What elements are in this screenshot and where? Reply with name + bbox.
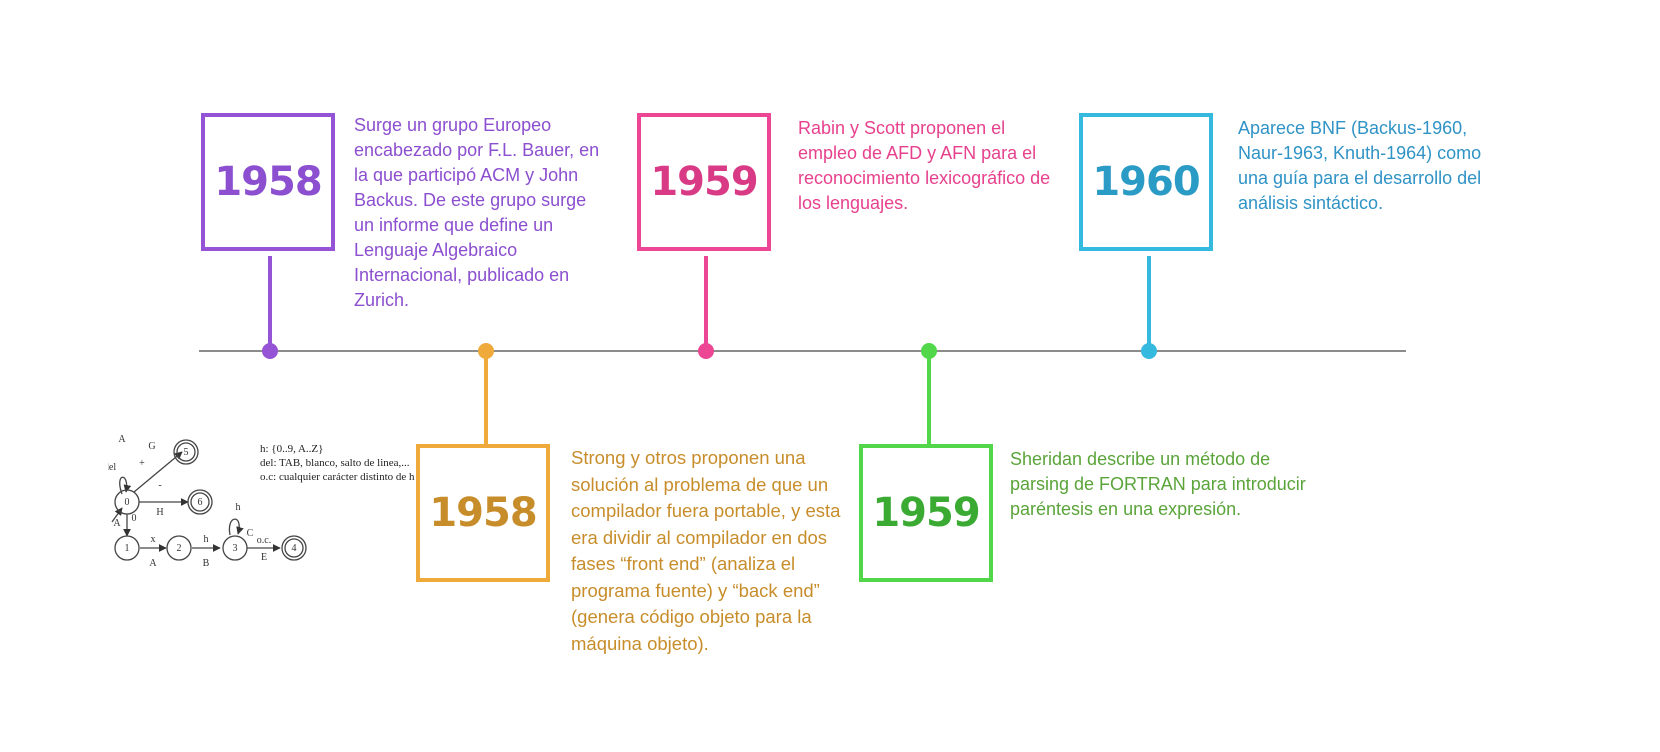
timeline-stem-1958-a	[268, 256, 272, 348]
state-label: 4	[292, 543, 297, 554]
edge-label: H	[156, 507, 163, 518]
state-label: 1	[125, 543, 130, 554]
state-0	[114, 489, 140, 515]
state-2	[166, 535, 192, 561]
edge-label: o.c.	[257, 535, 271, 546]
edge-label: A	[113, 518, 121, 529]
edge-label: A	[118, 434, 126, 445]
state-1	[114, 535, 140, 561]
event-description-1959-a: Rabin y Scott proponen el empleo de AFD …	[798, 118, 1051, 213]
state-label: 3	[233, 543, 238, 554]
timeline-stem-1959-a	[704, 256, 708, 348]
year-label: 1959	[872, 490, 980, 536]
year-label: 1958	[429, 490, 537, 536]
automaton-legend: h: {0..9, A..Z} del: TAB, blanco, salto …	[260, 442, 415, 484]
edge-label: A	[149, 558, 157, 569]
automaton-diagram: 0 5 6 1 2 3 4 A del G + - H 0 A x A h B …	[108, 434, 307, 569]
state-6	[187, 489, 213, 515]
edge-loop-3	[228, 518, 244, 536]
edge-label: del	[108, 462, 116, 473]
edge-label: +	[139, 458, 145, 469]
edge-loop-0	[119, 476, 132, 495]
year-box-1958-b: 1958	[416, 444, 550, 582]
year-label: 1958	[214, 159, 322, 205]
edge-label: h	[236, 502, 241, 513]
state-3	[222, 535, 248, 561]
year-box-1959-a: 1959	[637, 113, 771, 251]
event-description-1960: Aparece BNF (Backus-1960, Naur-1963, Knu…	[1238, 118, 1482, 213]
state-4	[281, 535, 307, 561]
edge-label: E	[261, 552, 267, 563]
timeline-dot-1960	[1141, 343, 1157, 359]
timeline-stem-1958-b	[484, 351, 488, 446]
event-description-1958-b: Strong y otros proponen una solución al …	[571, 447, 841, 654]
edge-label: G	[148, 441, 155, 452]
year-box-1958-a: 1958	[201, 113, 335, 251]
edge-label: C	[247, 528, 254, 539]
edge-label: h	[204, 534, 209, 545]
timeline-stem-1959-b	[927, 351, 931, 446]
state-label: 0	[125, 497, 130, 508]
legend-line: h: {0..9, A..Z}	[260, 443, 324, 455]
state-label: 5	[184, 447, 189, 458]
state-label: 2	[177, 543, 182, 554]
year-label: 1959	[650, 159, 758, 205]
state-5	[173, 439, 199, 465]
start-arrow	[111, 507, 123, 523]
timeline-dot-1958-a	[262, 343, 278, 359]
edge-label: x	[151, 534, 156, 545]
year-label: 1960	[1092, 159, 1200, 205]
legend-line: del: TAB, blanco, salto de linea,...	[260, 457, 410, 469]
state-label: 6	[198, 497, 203, 508]
timeline-stem-1960	[1147, 256, 1151, 348]
timeline-dot-1959-a	[698, 343, 714, 359]
legend-line: o.c: cualquier carácter distinto de h	[260, 471, 415, 483]
timeline-axis	[199, 350, 1406, 352]
edge-0-5	[133, 451, 183, 493]
event-description-1959-b: Sheridan describe un método de parsing d…	[1010, 449, 1306, 519]
edge-label: B	[203, 558, 210, 569]
event-description-1958-a: Surge un grupo Europeo encabezado por F.…	[354, 115, 600, 310]
year-box-1960: 1960	[1079, 113, 1213, 251]
edge-label: 0	[132, 513, 137, 524]
year-box-1959-b: 1959	[859, 444, 993, 582]
edge-label: -	[158, 480, 161, 491]
